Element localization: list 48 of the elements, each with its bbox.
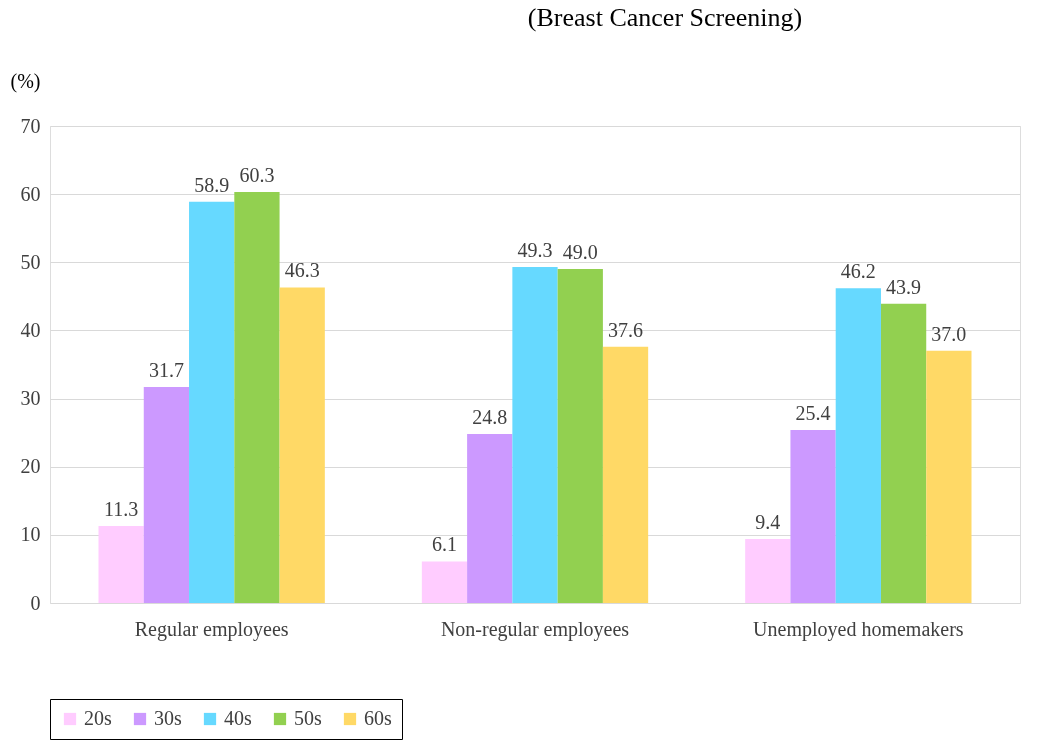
bar [512, 267, 558, 603]
bar [790, 429, 836, 603]
bar [602, 346, 649, 603]
data-label: 46.3 [284, 259, 320, 282]
y-tick-label: 30 [20, 387, 41, 410]
bar [189, 201, 235, 603]
y-tick-label: 10 [20, 523, 41, 546]
bar [234, 192, 280, 603]
bar [835, 288, 881, 603]
bar [143, 386, 190, 603]
data-label: 43.9 [886, 275, 922, 298]
bar [880, 303, 927, 603]
legend-label: 20s [84, 707, 112, 729]
data-label: 24.8 [472, 406, 508, 429]
x-tick-label: Non-regular employees [440, 617, 630, 641]
legend-label: 30s [154, 707, 182, 729]
bar [557, 269, 603, 603]
y-tick-label: 20 [20, 455, 41, 478]
data-label: 6.1 [431, 533, 457, 556]
data-label: 46.2 [840, 260, 876, 283]
bar [467, 434, 513, 603]
data-label: 31.7 [148, 358, 184, 381]
legend-label: 60s [364, 707, 392, 729]
y-tick-label: 60 [20, 182, 41, 205]
bar [98, 526, 144, 603]
y-axis-title: (%) [10, 69, 41, 93]
y-tick-label: 50 [20, 250, 41, 273]
data-label: 37.0 [931, 322, 967, 345]
data-label: 60.3 [239, 164, 275, 187]
x-tick-label: Regular employees [134, 617, 289, 641]
y-tick-label: 70 [20, 114, 41, 137]
bar [279, 287, 325, 603]
bar [745, 538, 791, 603]
y-tick-label: 0 [30, 591, 41, 614]
data-label: 25.4 [795, 401, 831, 424]
bar [421, 561, 468, 603]
legend-label: 50s [294, 707, 322, 729]
legend-label: 40s [224, 707, 252, 729]
y-tick-label: 40 [20, 318, 41, 341]
data-label: 49.0 [562, 241, 598, 264]
bar [926, 350, 972, 603]
chart-title: (Breast Cancer Screening) [527, 3, 803, 32]
data-label: 37.6 [608, 318, 644, 341]
data-label: 49.3 [517, 239, 553, 262]
data-label: 58.9 [194, 173, 230, 196]
x-tick-label: Unemployed homemakers [753, 617, 964, 641]
data-label: 9.4 [755, 510, 781, 533]
data-label: 11.3 [104, 498, 139, 520]
